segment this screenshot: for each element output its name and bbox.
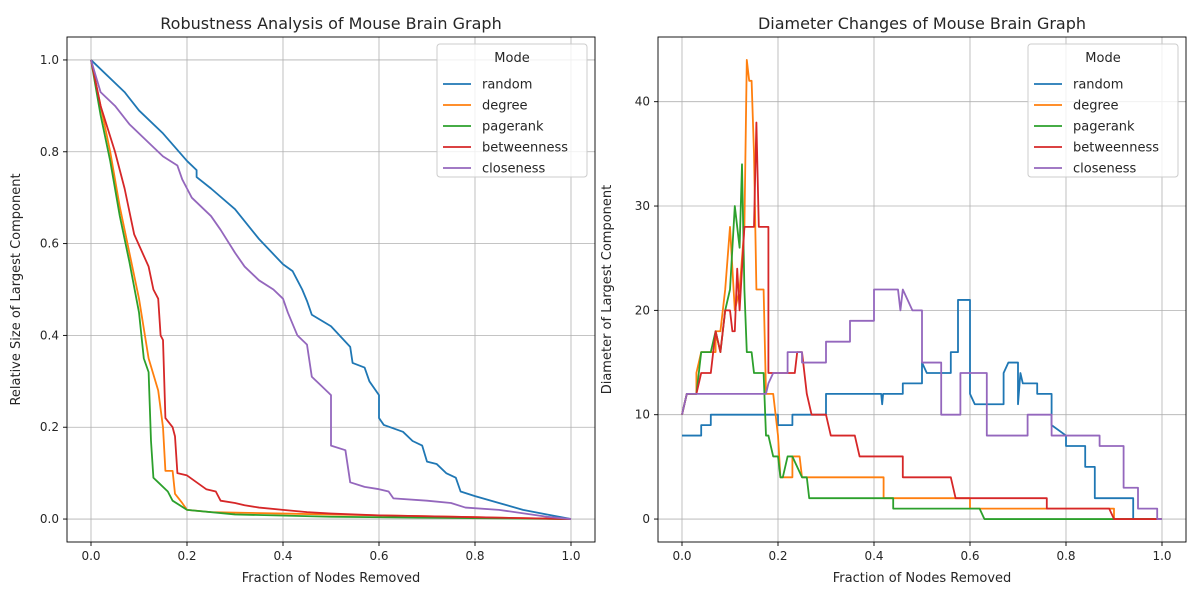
plot-area: 0.0 0.2 0.4 0.6 0.8 1.0 0 10 20 30 40 bbox=[635, 36, 1187, 563]
legend-box bbox=[1027, 43, 1179, 178]
diameter-chart: 0.0 0.2 0.4 0.6 0.8 1.0 0 10 20 30 40 Diameter Cha… bbox=[600, 14, 1187, 586]
legend-label-closeness: closeness bbox=[482, 162, 545, 177]
series-line-pagerank bbox=[90, 59, 572, 520]
x-tick-label: 0.4 bbox=[273, 549, 292, 563]
y-tick-label: 1.0 bbox=[40, 53, 59, 67]
legend-label-betweenness: betweenness bbox=[482, 141, 568, 156]
legend-label-pagerank: pagerank bbox=[1073, 120, 1135, 135]
x-tick-label: 0.0 bbox=[672, 549, 691, 563]
legend-box bbox=[436, 43, 588, 178]
legend-title: Mode bbox=[1085, 51, 1120, 66]
x-tick-label: 0.2 bbox=[177, 549, 196, 563]
y-tick-label: 0.2 bbox=[40, 420, 59, 434]
legend-label-degree: degree bbox=[482, 99, 528, 114]
series-line-closeness bbox=[90, 59, 572, 520]
robustness-chart: 0.0 0.2 0.4 0.6 0.8 1.0 0.0 0.2 0.4 0.6 0.8 1.0 Rob… bbox=[9, 14, 596, 586]
y-axis-label: Diameter of Largest Component bbox=[600, 185, 615, 395]
y-tick-label: 30 bbox=[635, 199, 650, 213]
legend: Mode random degree pagerank betweenness close… bbox=[436, 43, 588, 178]
series-group bbox=[681, 59, 1162, 520]
legend-label-degree: degree bbox=[1073, 99, 1119, 114]
chart-title: Diameter Changes of Mouse Brain Graph bbox=[758, 14, 1086, 33]
series-group bbox=[90, 59, 572, 520]
y-tick-label: 0.8 bbox=[40, 145, 59, 159]
x-tick-label: 1.0 bbox=[561, 549, 580, 563]
y-tick-label: 10 bbox=[635, 408, 650, 422]
x-tick-label: 0.8 bbox=[1056, 549, 1075, 563]
legend-label-random: random bbox=[482, 78, 532, 93]
legend-label-random: random bbox=[1073, 78, 1123, 93]
x-tick-label: 0.4 bbox=[864, 549, 883, 563]
x-tick-label: 0.6 bbox=[369, 549, 388, 563]
series-line-random bbox=[682, 299, 1162, 520]
series-line-betweenness bbox=[90, 59, 572, 520]
legend-label-pagerank: pagerank bbox=[482, 120, 544, 135]
series-line-degree bbox=[681, 59, 1162, 520]
x-tick-label: 0.8 bbox=[465, 549, 484, 563]
chart-title: Robustness Analysis of Mouse Brain Graph bbox=[160, 14, 501, 33]
x-tick-label: 0.2 bbox=[768, 549, 787, 563]
legend-label-betweenness: betweenness bbox=[1073, 141, 1159, 156]
y-tick-label: 0.6 bbox=[40, 237, 59, 251]
y-tick-label: 0.0 bbox=[40, 512, 59, 526]
series-line-closeness bbox=[681, 288, 1162, 520]
x-tick-label: 0.0 bbox=[81, 549, 100, 563]
series-line-degree bbox=[90, 59, 572, 520]
x-tick-label: 1.0 bbox=[1152, 549, 1171, 563]
x-axis-label: Fraction of Nodes Removed bbox=[833, 571, 1012, 586]
x-axis-label: Fraction of Nodes Removed bbox=[242, 571, 421, 586]
plot-frame bbox=[66, 36, 596, 543]
x-tick-label: 0.6 bbox=[960, 549, 979, 563]
legend: Mode random degree pagerank betweenness close… bbox=[1027, 43, 1179, 178]
y-tick-label: 40 bbox=[635, 95, 650, 109]
legend-title: Mode bbox=[494, 51, 529, 66]
series-line-random bbox=[90, 59, 572, 520]
y-tick-label: 0.4 bbox=[40, 328, 59, 342]
legend-label-closeness: closeness bbox=[1073, 162, 1136, 177]
y-tick-label: 20 bbox=[635, 303, 650, 317]
plot-frame bbox=[657, 36, 1187, 543]
y-axis-label: Relative Size of Largest Component bbox=[9, 173, 24, 405]
y-tick-label: 0 bbox=[642, 512, 650, 526]
